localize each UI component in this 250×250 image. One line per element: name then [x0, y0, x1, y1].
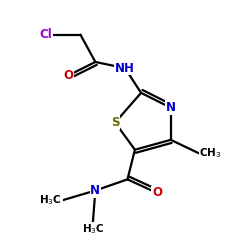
Text: CH$_3$: CH$_3$ [199, 146, 222, 160]
Text: H$_3$C: H$_3$C [39, 194, 62, 207]
Text: N: N [166, 101, 176, 114]
Text: O: O [152, 186, 162, 200]
Text: NH: NH [115, 62, 135, 75]
Text: Cl: Cl [40, 28, 52, 41]
Text: N: N [90, 184, 100, 197]
Text: O: O [63, 69, 73, 82]
Text: H$_3$C: H$_3$C [82, 223, 104, 236]
Text: S: S [111, 116, 119, 129]
